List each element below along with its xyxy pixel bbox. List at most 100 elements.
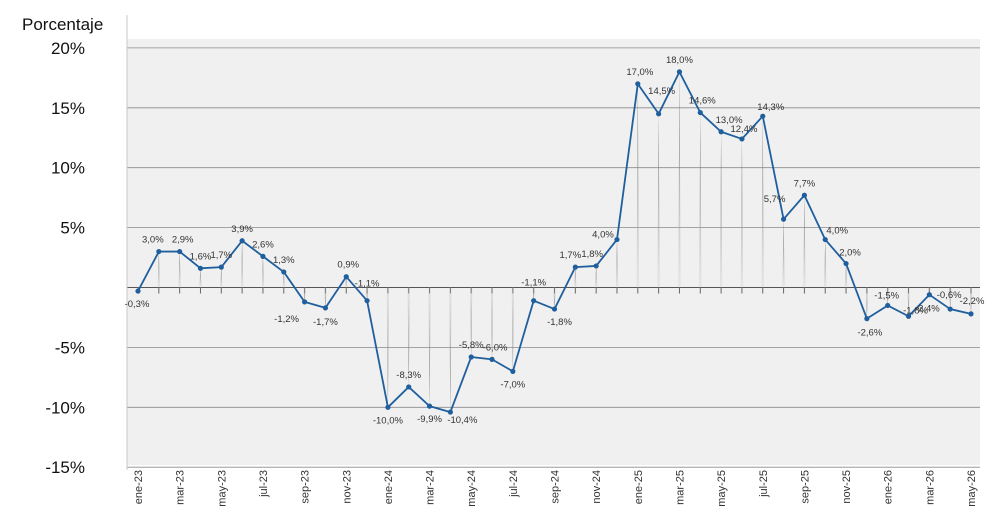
data-label: 17,0%: [626, 67, 653, 78]
data-label: -9,9%: [417, 414, 442, 425]
data-point: [801, 192, 808, 198]
data-point: [426, 403, 433, 409]
needle: [240, 240, 244, 288]
x-tick-label: may-26: [966, 470, 978, 507]
needle: [928, 287, 931, 295]
data-point: [947, 306, 953, 312]
data-point: [551, 306, 558, 312]
data-label: -10,4%: [447, 415, 478, 426]
data-label: -1,5%: [874, 290, 899, 301]
needle: [594, 265, 598, 288]
data-label: 2,6%: [252, 239, 274, 250]
x-tick-label: ene-25: [633, 470, 645, 504]
data-label: 18,0%: [666, 55, 693, 66]
data-label: 12,4%: [730, 124, 757, 135]
needle: [636, 83, 639, 288]
x-tick-label: may-25: [716, 470, 728, 507]
x-tick-label: mar-23: [175, 470, 187, 505]
needle: [449, 287, 452, 413]
needle: [782, 219, 785, 288]
needle: [220, 267, 223, 288]
data-label: 3,9%: [231, 224, 253, 235]
data-point: [281, 269, 287, 275]
data-label: -0,6%: [937, 290, 962, 301]
data-point: [468, 354, 474, 360]
needle: [948, 287, 952, 310]
x-tick-label: jul-24: [508, 470, 520, 498]
x-tick-label: sep-23: [300, 470, 312, 504]
y-axis-label: Porcentaje: [22, 15, 103, 34]
data-label: -1,8%: [547, 317, 572, 328]
data-point: [739, 136, 745, 142]
y-tick-label: 10%: [51, 159, 85, 178]
needle: [303, 287, 306, 302]
needle: [865, 287, 869, 319]
data-label: 14,3%: [757, 102, 784, 113]
data-point: [593, 263, 599, 269]
x-tick-label: ene-23: [133, 470, 145, 504]
data-label: 4,0%: [826, 226, 848, 237]
needle: [740, 138, 744, 288]
data-point: [343, 274, 349, 280]
needle: [907, 287, 910, 317]
needle: [470, 287, 473, 357]
data-point: [926, 292, 932, 298]
needle: [282, 271, 285, 288]
data-label: -2,2%: [960, 296, 985, 307]
data-point: [614, 236, 620, 243]
data-point: [885, 302, 891, 309]
data-label: 1,6%: [190, 251, 212, 262]
needle: [345, 276, 348, 288]
data-point: [364, 298, 370, 304]
data-point: [489, 356, 495, 362]
data-label: -1,7%: [313, 317, 338, 328]
needle: [657, 113, 660, 288]
needle: [324, 287, 327, 308]
x-tick-label: mar-25: [674, 470, 686, 505]
needle: [386, 287, 390, 408]
data-label: 4,0%: [592, 230, 614, 241]
data-label: 3,0%: [142, 235, 164, 246]
data-label: 14,5%: [648, 86, 675, 97]
data-label: 1,8%: [581, 249, 603, 260]
data-point: [905, 313, 912, 319]
data-label: 13,0%: [716, 115, 743, 126]
data-label: 1,3%: [273, 255, 295, 266]
y-tick-label: 5%: [60, 219, 85, 238]
data-label: -1,1%: [355, 279, 380, 290]
needle: [199, 268, 202, 288]
x-tick-label: ene-24: [383, 470, 395, 504]
data-label: -6,0%: [483, 342, 508, 353]
data-label: -2,6%: [857, 328, 882, 339]
data-label: -2,4%: [915, 304, 940, 315]
plot-background: [127, 39, 980, 465]
data-point: [697, 109, 703, 116]
y-tick-label: 20%: [51, 39, 85, 58]
data-label: -1,1%: [521, 278, 546, 289]
needle: [261, 256, 265, 288]
needle: [824, 239, 827, 288]
needle: [553, 287, 556, 310]
data-point: [322, 305, 329, 311]
needle: [365, 287, 369, 301]
data-point: [239, 238, 245, 244]
data-label: 2,9%: [172, 235, 194, 246]
data-point: [302, 299, 308, 305]
data-point: [656, 111, 662, 117]
data-point: [572, 264, 578, 270]
data-point: [760, 113, 766, 119]
data-point: [822, 236, 828, 243]
needle: [678, 71, 681, 288]
data-label: -0,3%: [125, 299, 150, 310]
needle: [574, 267, 577, 288]
needle: [407, 287, 410, 387]
needle: [844, 263, 848, 288]
x-tick-labels: ene-23 mar-23 may-23 jul-23 sep-23 nov-23 ene-…: [133, 470, 978, 507]
data-label: -8,3%: [396, 370, 421, 381]
needle: [428, 287, 431, 407]
needle: [803, 195, 806, 288]
x-tick-label: jul-23: [258, 470, 270, 498]
x-tick-label: mar-24: [425, 470, 437, 505]
needle: [157, 251, 161, 288]
